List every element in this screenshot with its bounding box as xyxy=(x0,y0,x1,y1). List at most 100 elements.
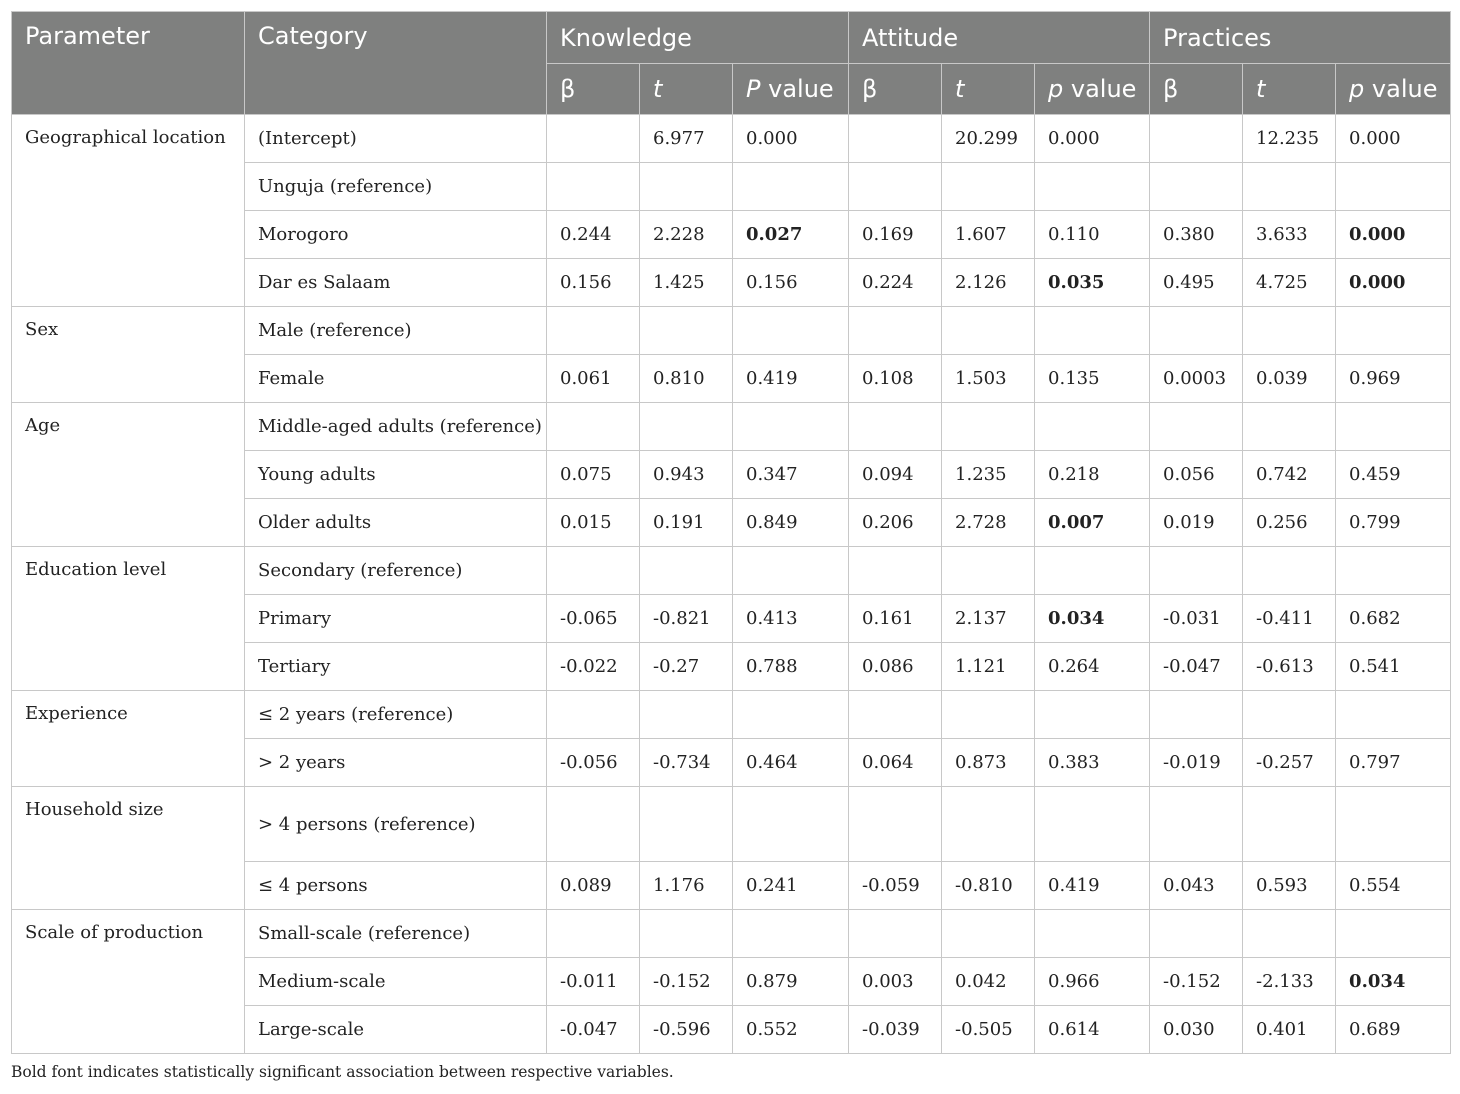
value-cell: -0.734 xyxy=(639,738,733,787)
value-cell: -0.257 xyxy=(1242,738,1337,787)
value-cell: 1.503 xyxy=(941,354,1036,403)
value-cell: 0.030 xyxy=(1149,1005,1244,1054)
value-cell: 6.977 xyxy=(639,114,733,163)
value-cell xyxy=(1242,909,1337,958)
value-cell xyxy=(1034,909,1151,958)
table-row: > 2 years -0.056 -0.734 0.464 0.064 0.873 0.38… xyxy=(12,738,1452,787)
value-cell: 0.218 xyxy=(1034,450,1151,499)
value-cell xyxy=(1335,786,1452,862)
value-cell: 1.425 xyxy=(639,258,733,307)
value-cell: 0.169 xyxy=(848,210,943,259)
value-cell xyxy=(1335,546,1452,595)
table-row: Education level Secondary (reference) xyxy=(11,546,1452,691)
value-cell: 0.464 xyxy=(731,738,850,787)
value-cell: 0.034 xyxy=(1034,594,1151,643)
value-cell xyxy=(546,786,640,862)
value-cell: -0.011 xyxy=(546,957,640,1006)
value-cell: 0.035 xyxy=(1034,258,1151,307)
regression-table: Parameter Category Knowledge Attitude Pr… xyxy=(11,11,1452,1054)
category-cell: Dar es Salaam xyxy=(244,258,547,307)
value-cell: 0.943 xyxy=(639,450,733,499)
value-cell: -0.056 xyxy=(546,738,640,787)
value-cell: -0.152 xyxy=(639,957,733,1006)
value-cell: 0.156 xyxy=(731,258,850,307)
table-row: Sex Male (reference) xyxy=(11,306,1452,403)
value-cell: 1.607 xyxy=(941,210,1036,259)
value-cell: -0.596 xyxy=(639,1005,733,1054)
value-cell: 0.554 xyxy=(1335,861,1452,910)
value-cell xyxy=(1034,546,1151,595)
value-cell xyxy=(1242,786,1337,862)
value-cell xyxy=(1034,162,1151,211)
value-cell: 0.156 xyxy=(546,258,640,307)
category-cell: Unguja (reference) xyxy=(244,162,547,211)
value-cell xyxy=(848,786,943,862)
category-cell: > 4 persons (reference) xyxy=(244,786,547,862)
value-cell: 1.121 xyxy=(941,642,1036,691)
header-beta: β xyxy=(1149,63,1244,115)
value-cell: 0.064 xyxy=(848,738,943,787)
value-cell xyxy=(1149,162,1244,211)
value-cell xyxy=(1335,402,1452,451)
table-row: ≤ 4 persons 0.089 1.176 0.241 -0.059 -0.810 0.… xyxy=(12,861,1452,910)
value-cell: 0.873 xyxy=(941,738,1036,787)
value-cell: 1.235 xyxy=(941,450,1036,499)
value-cell xyxy=(848,909,943,958)
value-cell xyxy=(1149,114,1244,163)
value-cell xyxy=(546,114,640,163)
header-row-groups: Parameter Category Knowledge Attitude Pr… xyxy=(11,11,1452,115)
value-cell: 0.419 xyxy=(731,354,850,403)
value-cell xyxy=(1149,909,1244,958)
value-cell xyxy=(848,546,943,595)
value-cell: 0.264 xyxy=(1034,642,1151,691)
value-cell: -0.047 xyxy=(546,1005,640,1054)
value-cell: 2.126 xyxy=(941,258,1036,307)
value-cell xyxy=(546,162,640,211)
table-row: Scale of production Small-scale (referenc… xyxy=(11,909,1452,1054)
value-cell: 0.094 xyxy=(848,450,943,499)
value-cell xyxy=(731,909,850,958)
value-cell: 0.003 xyxy=(848,957,943,1006)
value-cell xyxy=(731,690,850,739)
header-category: Category xyxy=(244,11,547,115)
value-cell xyxy=(1034,402,1151,451)
value-cell: -0.810 xyxy=(941,861,1036,910)
value-cell xyxy=(731,786,850,862)
header-p-value: p value xyxy=(1034,63,1151,115)
value-cell: 0.742 xyxy=(1242,450,1337,499)
value-cell: 20.299 xyxy=(941,114,1036,163)
value-cell: 0.007 xyxy=(1034,498,1151,547)
value-cell xyxy=(639,909,733,958)
value-cell: 0.034 xyxy=(1335,957,1452,1006)
value-cell: 0.110 xyxy=(1034,210,1151,259)
category-cell: Small-scale (reference) xyxy=(244,909,547,958)
value-cell: 0.966 xyxy=(1034,957,1151,1006)
value-cell xyxy=(941,786,1036,862)
value-cell xyxy=(731,162,850,211)
value-cell: 0.413 xyxy=(731,594,850,643)
value-cell xyxy=(546,546,640,595)
table-row: Geographical location (Intercept) 6.977 0.0… xyxy=(11,114,1452,307)
value-cell: -0.065 xyxy=(546,594,640,643)
parameter-cell: Household size xyxy=(11,786,245,910)
value-cell: 0.0003 xyxy=(1149,354,1244,403)
value-cell: 0.056 xyxy=(1149,450,1244,499)
value-cell: 0.086 xyxy=(848,642,943,691)
value-cell: -0.059 xyxy=(848,861,943,910)
value-cell xyxy=(1242,162,1337,211)
category-cell: Medium-scale xyxy=(244,957,547,1006)
value-cell: 0.015 xyxy=(546,498,640,547)
value-cell xyxy=(848,306,943,355)
parameter-cell: Scale of production xyxy=(11,909,245,1054)
value-cell: 0.593 xyxy=(1242,861,1337,910)
value-cell: -0.505 xyxy=(941,1005,1036,1054)
header-p-value: p value xyxy=(1335,63,1452,115)
value-cell: 0.039 xyxy=(1242,354,1337,403)
value-cell xyxy=(1335,162,1452,211)
value-cell xyxy=(1242,690,1337,739)
value-cell xyxy=(848,162,943,211)
value-cell: 0.879 xyxy=(731,957,850,1006)
parameter-cell: Age xyxy=(11,402,245,547)
value-cell: -0.821 xyxy=(639,594,733,643)
value-cell xyxy=(1034,690,1151,739)
